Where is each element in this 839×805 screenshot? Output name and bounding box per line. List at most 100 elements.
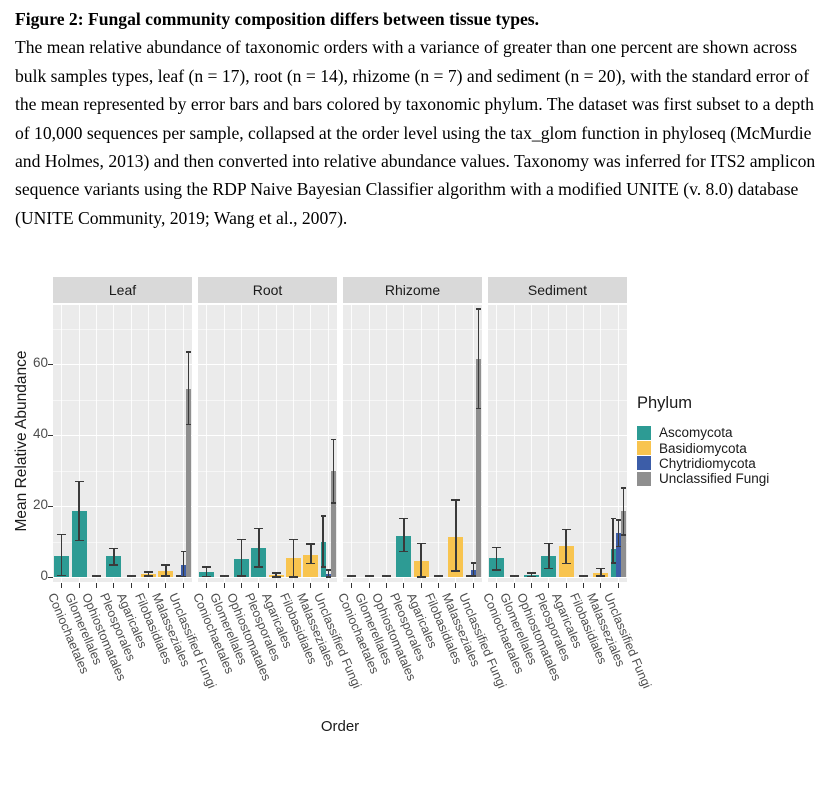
near-zero-bar	[509, 575, 519, 577]
error-bar-cap	[186, 351, 191, 353]
bar	[475, 358, 482, 577]
gridline-major	[53, 435, 192, 436]
error-bar-cap	[271, 576, 281, 578]
error-bar-cap	[254, 527, 264, 529]
gridline-vertical	[275, 305, 277, 582]
error-bar	[78, 481, 80, 541]
error-bar-cap	[610, 517, 616, 520]
near-zero-bar	[175, 575, 181, 577]
error-bar-cap	[492, 569, 502, 571]
legend-entry: Chytridiomycota	[637, 456, 769, 471]
near-zero-bar	[364, 575, 374, 577]
error-bar-cap	[331, 502, 336, 504]
error-bar	[495, 547, 498, 570]
error-bar-cap	[180, 575, 186, 578]
error-bar-cap	[451, 499, 461, 501]
error-bar	[420, 543, 422, 577]
gridline-minor	[343, 470, 482, 472]
gridline-vertical	[148, 305, 150, 582]
y-tick-mark	[48, 576, 53, 578]
gridline-vertical	[95, 305, 97, 582]
x-tick-mark	[130, 583, 132, 588]
near-zero-bar	[126, 575, 136, 577]
error-bar-cap	[74, 539, 84, 542]
x-tick-mark	[420, 583, 422, 588]
near-zero-bar	[347, 575, 357, 577]
facet-strip: Rhizome	[343, 277, 482, 303]
legend-swatch	[637, 425, 651, 440]
gridline-vertical	[327, 305, 329, 582]
error-bar-cap	[202, 566, 212, 568]
gridline-major	[488, 364, 627, 365]
gridline-major	[343, 364, 482, 365]
gridline-major	[198, 435, 337, 436]
gridline-vertical	[530, 305, 532, 582]
error-bar-cap	[416, 576, 426, 578]
near-zero-bar	[381, 575, 391, 577]
legend-swatch	[637, 456, 651, 471]
facet-strip: Root	[198, 277, 337, 303]
near-zero-bar	[579, 575, 589, 577]
error-bar-cap	[161, 575, 171, 577]
legend-entry: Basidiomycota	[637, 440, 769, 456]
x-tick-mark	[496, 583, 498, 588]
near-zero-bar	[91, 575, 101, 577]
facet-strip-label: Sediment	[527, 282, 588, 298]
gridline-vertical	[351, 305, 353, 582]
gridline-minor	[488, 470, 627, 472]
x-tick-mark	[617, 583, 619, 588]
bar	[71, 510, 87, 577]
gridline-vertical	[583, 305, 585, 582]
gridline-vertical	[472, 305, 474, 582]
bar	[185, 388, 192, 577]
gridline-major	[53, 364, 192, 365]
error-bar-cap	[236, 538, 246, 540]
gridline-minor	[53, 470, 192, 472]
x-tick-mark	[310, 583, 312, 588]
error-bar-cap	[320, 566, 326, 568]
gridline-vertical	[206, 305, 208, 582]
x-tick-mark	[472, 583, 474, 588]
x-tick-mark	[583, 583, 585, 588]
error-bar	[322, 515, 324, 567]
error-bar-cap	[109, 547, 119, 550]
near-zero-bar	[465, 575, 471, 577]
y-tick-label: 40	[32, 426, 48, 441]
gridline-vertical	[130, 305, 132, 582]
gridline-vertical	[455, 305, 457, 582]
x-tick-mark	[275, 583, 277, 588]
gridline-major	[53, 577, 192, 578]
gridline-major	[53, 506, 192, 507]
error-bar-cap	[470, 562, 476, 564]
x-tick-mark	[78, 583, 80, 588]
legend-title: Phylum	[637, 394, 693, 412]
error-bar-cap	[289, 538, 299, 540]
x-tick-mark	[403, 583, 405, 588]
error-bar	[292, 539, 295, 577]
error-bar-cap	[202, 575, 212, 578]
error-bar-cap	[325, 576, 331, 578]
error-bar-cap	[526, 572, 536, 574]
facet-panel	[343, 305, 482, 582]
caption-body: The mean relative abundance of taxonomic…	[15, 37, 816, 228]
x-tick-mark	[240, 583, 242, 588]
facet-panel	[488, 305, 627, 582]
error-bar-cap	[144, 575, 154, 577]
error-bar-cap	[615, 519, 621, 521]
error-bar-cap	[526, 575, 536, 578]
gridline-minor	[198, 328, 337, 330]
gridline-minor	[53, 541, 192, 543]
error-bar-cap	[596, 567, 606, 570]
error-bar-cap	[470, 575, 476, 577]
y-tick-mark	[48, 434, 53, 436]
gridline-major	[488, 506, 627, 507]
error-bar-cap	[544, 542, 554, 545]
error-bar-cap	[615, 545, 621, 548]
x-tick-mark	[385, 583, 387, 588]
x-tick-mark	[327, 583, 329, 588]
error-bar	[548, 543, 550, 569]
legend-entry: Ascomycota	[637, 425, 769, 440]
x-tick-mark	[293, 583, 295, 588]
y-tick-mark	[48, 363, 53, 365]
